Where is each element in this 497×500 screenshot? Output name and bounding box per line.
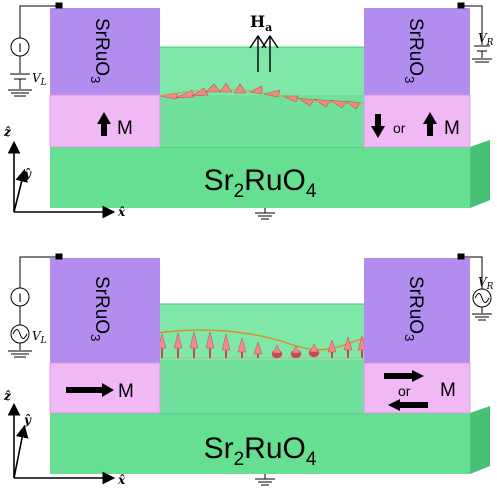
current-source-symbol: I	[18, 291, 21, 305]
spin-arrows	[157, 331, 367, 359]
left-circuit	[8, 2, 63, 97]
spin-chain	[157, 82, 367, 110]
axis-y-label: ŷ	[23, 413, 32, 427]
right-circuit	[457, 2, 492, 63]
right-magnet-label: M	[444, 118, 460, 139]
left-voltage-label: VL	[32, 71, 47, 88]
left-block-label: SrRuO3	[88, 18, 112, 83]
coordinate-axes	[7, 402, 116, 485]
substrate-label: Sr2RuO4	[204, 164, 317, 202]
right-or-text: or	[398, 383, 411, 399]
axis-y-label: ŷ	[23, 167, 32, 181]
axis-x-label: x̂	[117, 473, 126, 487]
right-circuit	[457, 253, 492, 321]
up-arrow-icon	[423, 112, 437, 136]
right-arrow-icon	[384, 370, 424, 382]
current-source-symbol: I	[18, 41, 21, 55]
right-arrow-icon	[66, 383, 114, 397]
right-block-label: SrRuO3	[402, 18, 426, 83]
substrate-slab: Sr2RuO4	[50, 140, 490, 208]
axis-z-label: ẑ	[3, 389, 12, 403]
ground-icon	[255, 208, 275, 220]
left-block-label: SrRuO3	[88, 276, 112, 341]
left-magnet-label: M	[118, 381, 134, 402]
top-panel: Sr2RuO4	[3, 2, 494, 220]
left-magnet-label: M	[117, 118, 133, 139]
left-srruo3-block: SrRuO3 M	[49, 8, 161, 148]
substrate-slab: Sr2RuO4	[50, 406, 490, 474]
left-voltage-label: VL	[32, 329, 47, 346]
down-arrow-icon	[371, 114, 385, 138]
axis-z-label: ẑ	[3, 125, 12, 139]
substrate-label: Sr2RuO4	[204, 432, 317, 470]
channel-film	[156, 303, 368, 414]
ground-icon	[255, 474, 275, 486]
right-or-text: or	[393, 120, 406, 136]
right-srruo3-block: SrRuO3 or M	[363, 8, 471, 148]
up-arrow-icon	[97, 112, 111, 136]
left-srruo3-block: SrRuO3 M	[49, 258, 161, 414]
right-voltage-label: VR	[478, 275, 494, 292]
applied-field-arrows	[249, 34, 279, 72]
left-arrow-icon	[388, 399, 428, 411]
right-block-label: SrRuO3	[402, 276, 426, 341]
right-magnet-label: M	[440, 380, 456, 401]
right-srruo3-block: SrRuO3 or M	[363, 258, 471, 414]
bottom-panel: Sr2RuO4	[3, 253, 494, 487]
field-label: Ha	[250, 12, 272, 34]
right-voltage-label: VR	[478, 31, 494, 48]
coordinate-axes	[7, 140, 116, 219]
left-circuit	[8, 253, 63, 358]
axis-x-label: x̂	[117, 205, 126, 219]
